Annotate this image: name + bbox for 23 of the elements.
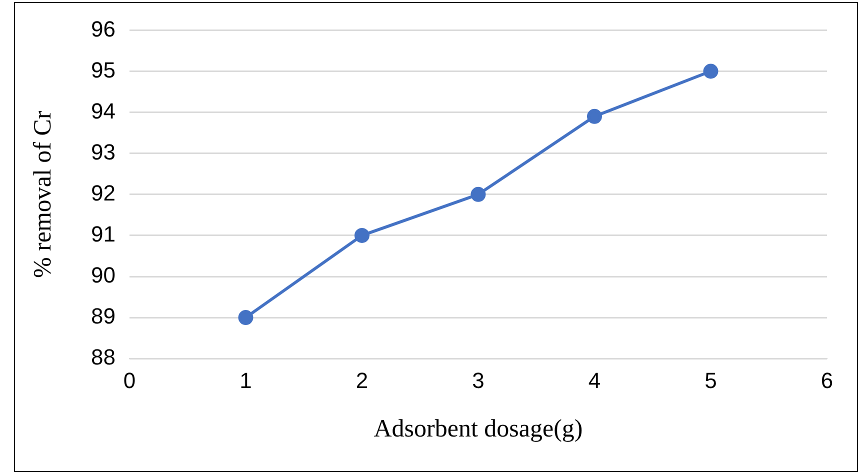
y-axis-title: % removal of Cr (30, 110, 57, 278)
point (470, 186, 486, 202)
x-tick-label: 0 (123, 368, 136, 393)
y-tick-label: 93 (90, 139, 116, 164)
y-tick-label: 96 (90, 16, 116, 42)
x-tick-label: 1 (240, 368, 252, 393)
y-tick-label: 95 (90, 57, 116, 82)
y-tick-label: 90 (90, 262, 116, 288)
x-tick-label: 3 (472, 368, 484, 393)
point (586, 108, 602, 124)
y-tick-label: 89 (90, 304, 116, 329)
y-tick-label: 88 (90, 344, 116, 370)
y-tick-label: 92 (90, 180, 116, 206)
point (354, 228, 370, 243)
x-tick-label: 2 (356, 368, 368, 393)
x-tick-label: 4 (588, 368, 601, 393)
x-axis-title: Adsorbent dosage(g) (374, 416, 583, 443)
y-tick-label: 91 (90, 222, 116, 247)
point (238, 310, 254, 326)
point (703, 64, 718, 79)
x-tick-label: 5 (704, 368, 717, 393)
x-tick-label: 6 (820, 368, 834, 393)
y-tick-label: 94 (90, 98, 116, 124)
